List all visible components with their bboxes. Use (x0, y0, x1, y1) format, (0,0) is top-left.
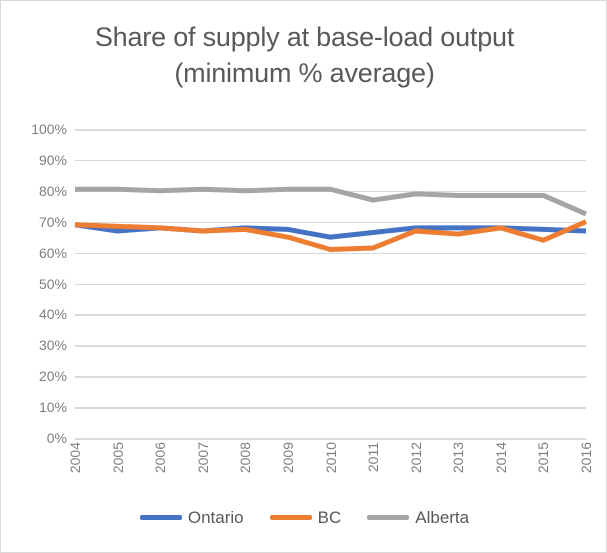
legend-label: Ontario (187, 508, 244, 527)
y-axis-tick-label: 70% (38, 213, 67, 230)
x-axis-tick-label: 2015 (535, 442, 552, 474)
legend-item-ontario[interactable]: Ontario (139, 508, 244, 527)
chart-title: Share of supply at base-load output (min… (94, 22, 515, 88)
gridline (75, 438, 586, 440)
y-axis-tick-label: 100% (31, 121, 67, 137)
gridline (75, 159, 586, 162)
gridline (75, 252, 586, 255)
gridline (75, 407, 586, 409)
y-axis-tick-label: 80% (38, 182, 67, 199)
y-axis-tick-label: 10% (38, 399, 67, 416)
legend-item-bc[interactable]: BC (269, 508, 342, 527)
x-axis-tick-label: 2005 (109, 442, 126, 474)
x-axis-tick-label: 2012 (407, 442, 424, 474)
x-axis-tick-label: 2008 (237, 442, 254, 474)
legend-label: Alberta (415, 508, 470, 527)
y-axis-tick-label: 40% (38, 306, 67, 323)
plot-area (74, 129, 587, 440)
y-axis-labels: 100% 90% 80% 70% 60% 50% 40% 30% 20% 10% 0% (1, 122, 67, 445)
x-axis-tick-label: 2010 (322, 442, 339, 474)
series-line-bc (74, 219, 587, 253)
gridline (75, 314, 586, 316)
y-axis-tick-label: 20% (38, 368, 67, 385)
y-axis-tick-label: 60% (38, 244, 67, 261)
x-axis-labels: 2004 2005 2006 2007 2008 2009 2010 2011 2012 2013… (67, 442, 594, 502)
legend-swatch-icon (269, 515, 312, 520)
legend-swatch-icon (367, 515, 410, 520)
y-axis-tick-label: 90% (38, 151, 67, 168)
gridline (75, 345, 586, 347)
x-axis-tick-label: 2006 (152, 442, 169, 474)
x-axis-tick-label: 2009 (279, 442, 296, 474)
gridline (75, 283, 586, 285)
gridline (75, 221, 586, 224)
x-axis-tick-label: 2007 (194, 442, 211, 474)
x-axis-tick-label: 2016 (578, 442, 594, 474)
legend-item-alberta[interactable]: Alberta (367, 509, 469, 526)
gridline (75, 376, 586, 378)
legend-swatch-icon (139, 515, 182, 520)
series-layer (74, 186, 587, 253)
y-axis-tick-label: 50% (38, 275, 67, 292)
legend-label: BC (317, 508, 342, 527)
gridline (75, 129, 586, 131)
x-axis-tick-label: 2013 (450, 442, 467, 474)
series-line-alberta (75, 186, 587, 217)
y-axis-tick-label: 0% (46, 430, 67, 446)
x-axis-tick-label: 2004 (67, 442, 83, 474)
x-axis-tick-label: 2011 (365, 442, 382, 473)
x-axis-tick-label: 2014 (492, 442, 509, 474)
y-axis-tick-label: 30% (38, 337, 67, 354)
chart-legend: Ontario BC Alberta (1, 508, 606, 527)
